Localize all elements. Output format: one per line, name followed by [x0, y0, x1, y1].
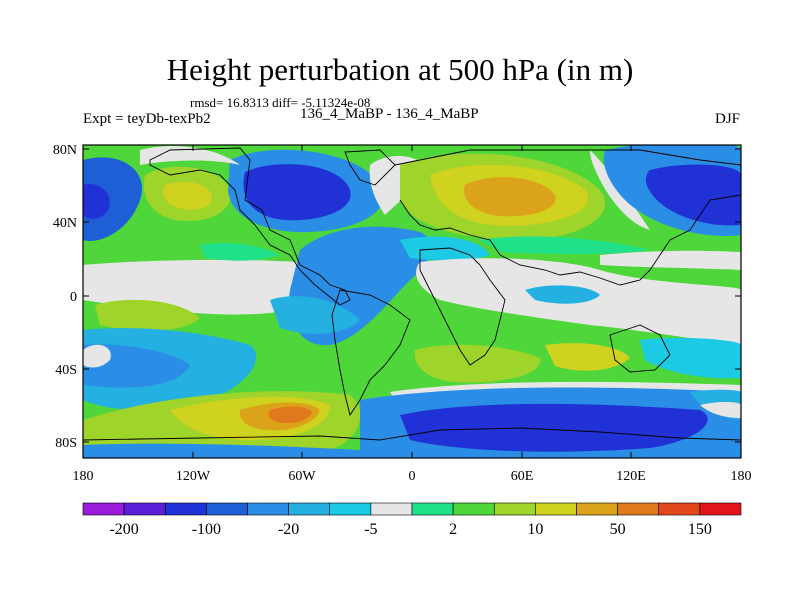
stats-string: rmsd= 16.8313 diff= -5.11324e-08	[190, 95, 371, 110]
colorbar-label: 50	[610, 521, 626, 538]
coastline-north-america	[149, 147, 351, 306]
colorbar-swatch	[288, 502, 331, 516]
coastline-eurasia	[394, 149, 741, 286]
contour-yellow-south-indian	[545, 343, 630, 371]
lat-tick-label: 80S	[55, 436, 77, 451]
contour-deep-south-east	[400, 403, 708, 452]
colorbar-label: 10	[527, 521, 543, 538]
contour-blue-north-pacific	[83, 157, 142, 241]
contour-cyan-central	[270, 296, 360, 334]
colorbar-label: -200	[109, 521, 138, 538]
lon-tick-label: 180	[731, 469, 752, 484]
coastline-antarctica	[83, 427, 741, 441]
contour-deep-north-pacific	[83, 184, 110, 219]
contour-orange-north-pacific	[163, 181, 213, 210]
contour-darkestorange-south-atlantic	[268, 406, 312, 424]
lon-tick-label: 120E	[616, 469, 646, 484]
contour-yellow-tropics-west	[95, 299, 200, 331]
colorbar-swatch	[617, 502, 660, 516]
colorbar-swatch	[452, 502, 495, 516]
colorbar-swatch	[247, 502, 289, 516]
experiment-label: Expt = teyDb-texPb2	[83, 111, 211, 127]
colorbar-swatch	[370, 502, 413, 516]
contour-deep-north-america	[243, 164, 351, 221]
contour-blue-south-edge	[83, 443, 360, 458]
coastline-south-america	[331, 289, 411, 417]
colorbar-swatch	[658, 502, 701, 516]
colorbar-swatch	[576, 502, 618, 516]
colorbar-label: -100	[192, 521, 221, 538]
contour-gray-north-4	[600, 250, 741, 270]
lat-axis	[83, 148, 741, 443]
lat-tick-label: 0	[70, 290, 77, 305]
contour-field	[83, 145, 741, 458]
contour-gray-south-west	[83, 344, 111, 368]
lat-tick-label: 40S	[55, 363, 77, 378]
colorbar-label: -20	[278, 521, 299, 538]
lon-tick-label: 60E	[511, 469, 534, 484]
colorbar-label: 150	[688, 521, 712, 538]
lat-tick-label: 40N	[53, 216, 77, 231]
lon-tick-label: 60W	[288, 469, 316, 484]
coastline-australia	[609, 324, 671, 373]
contour-gray-north-1	[140, 145, 240, 165]
colorbar-swatch	[206, 502, 248, 516]
coastlines	[83, 147, 741, 441]
colorbar-swatch	[535, 502, 577, 516]
colorbar-swatch	[493, 502, 536, 516]
colorbar-swatch	[411, 502, 454, 516]
contour-teal-tropics-east	[480, 236, 650, 255]
lon-tick-label: 180	[73, 469, 94, 484]
contour-deep-north-east	[645, 164, 741, 226]
lon-tick-label: 0	[409, 469, 416, 484]
coastline-africa	[419, 247, 506, 366]
colorbar-swatch	[123, 502, 166, 516]
case-label: 136_4_MaBP - 136_4_MaBP	[300, 106, 479, 122]
contour-cyan-tropics-east	[525, 285, 600, 304]
contour-yellow-south-africa	[414, 344, 541, 383]
contour-gray-south-east	[700, 401, 741, 418]
contour-teal-tropics	[200, 243, 280, 261]
plot-title: Height perturbation at 500 hPa (in m)	[166, 52, 634, 87]
season-label: DJF	[714, 111, 740, 127]
lon-tick-label: 120W	[176, 469, 211, 484]
colorbar-label: -5	[364, 521, 377, 538]
colorbar-swatch	[164, 502, 207, 516]
contour-lightcyan-south-indian	[640, 337, 741, 379]
colorbar: -200 -100 -20 -5 2 10 50 150	[82, 502, 742, 538]
lat-tick-label: 80N	[53, 143, 77, 158]
colorbar-swatch	[329, 502, 372, 516]
lon-axis	[192, 145, 632, 458]
coastline-greenland	[344, 149, 396, 186]
colorbar-label: 2	[449, 521, 457, 538]
colorbar-swatch	[82, 502, 125, 516]
contour-darkorange-asia	[464, 177, 556, 217]
colorbar-swatch	[699, 502, 742, 516]
